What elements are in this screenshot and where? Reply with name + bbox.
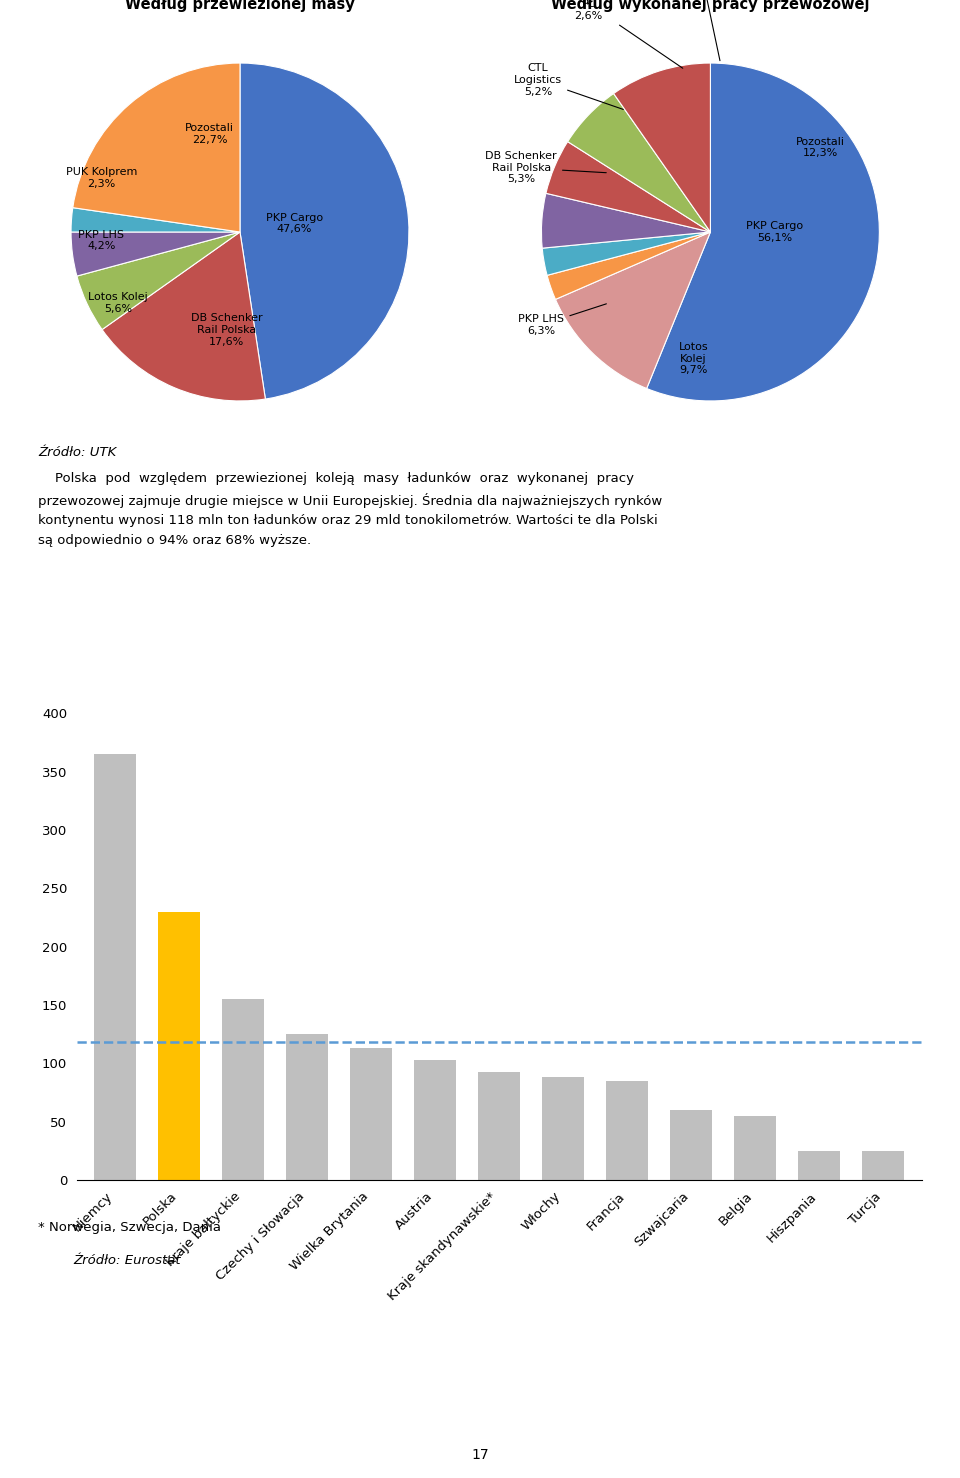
Bar [286,1035,328,1179]
Wedge shape [647,64,879,401]
Text: PUK Kolprem
2,3%: PUK Kolprem 2,3% [66,167,137,189]
Text: Lotos Kolej
5,6%: Lotos Kolej 5,6% [88,293,148,313]
Text: * Norwegia, Szwecja, Dania: * Norwegia, Szwecja, Dania [38,1221,222,1234]
Text: PKP LHS
4,2%: PKP LHS 4,2% [79,229,125,251]
Title: Według przewiezionej masy: Według przewiezionej masy [125,0,355,12]
Bar [607,1080,648,1179]
Text: PKP Cargo
47,6%: PKP Cargo 47,6% [266,213,323,235]
Wedge shape [541,194,710,248]
Text: CTL
Logistics
5,2%: CTL Logistics 5,2% [514,64,623,109]
Bar [158,912,200,1179]
Wedge shape [546,142,710,232]
Bar [542,1077,584,1179]
Text: Lotos
Kolej
9,7%: Lotos Kolej 9,7% [679,341,708,375]
Bar [799,1151,840,1179]
Wedge shape [73,64,240,232]
Wedge shape [77,232,240,330]
Text: Wykres 12. Przewozy ładunków koleją w wybranych państwach europejskich [mln ton]: Wykres 12. Przewozy ładunków koleją w wy… [12,656,755,672]
Wedge shape [567,93,710,232]
Text: DB Schenker
Rail Polska
5,3%: DB Schenker Rail Polska 5,3% [486,151,607,185]
Bar [670,1110,712,1179]
Title: Według wykonanej pracy przewozowej: Według wykonanej pracy przewozowej [551,0,870,12]
Wedge shape [547,232,710,300]
Text: 17: 17 [471,1448,489,1462]
Wedge shape [556,232,710,389]
Text: Pozostali
22,7%: Pozostali 22,7% [185,123,234,145]
Bar [350,1048,392,1179]
Wedge shape [71,232,240,276]
Bar [862,1151,904,1179]
Text: Wykres 11. Udział przewoźników w rynku przewozów towarowych [%]: Wykres 11. Udział przewoźników w rynku p… [12,7,611,24]
Bar [223,999,264,1179]
Bar [478,1072,520,1179]
Text: PKP LHS
6,3%: PKP LHS 6,3% [518,304,607,336]
Text: PKP Cargo
56,1%: PKP Cargo 56,1% [746,222,804,242]
Text: Polska  pod  względem  przewiezionej  koleją  masy  ładunków  oraz  wykonanej  p: Polska pod względem przewiezionej koleją… [38,471,662,547]
Bar [734,1116,776,1179]
Bar [415,1060,456,1179]
Wedge shape [71,208,240,232]
Text: Freightliner
PL
2,6%: Freightliner PL 2,6% [557,0,683,68]
Text: Orlen Kol-
Trans
2,4%: Orlen Kol- Trans 2,4% [675,0,730,61]
Wedge shape [102,232,265,401]
Wedge shape [240,64,409,399]
Wedge shape [542,232,710,275]
Wedge shape [613,64,710,232]
Text: DB Schenker
Rail Polska
17,6%: DB Schenker Rail Polska 17,6% [191,313,262,347]
Text: Źródło: Eurostat: Źródło: Eurostat [74,1253,181,1267]
Bar [94,754,136,1179]
Text: Źródło: UTK: Źródło: UTK [38,446,117,460]
Text: Pozostali
12,3%: Pozostali 12,3% [796,137,845,158]
